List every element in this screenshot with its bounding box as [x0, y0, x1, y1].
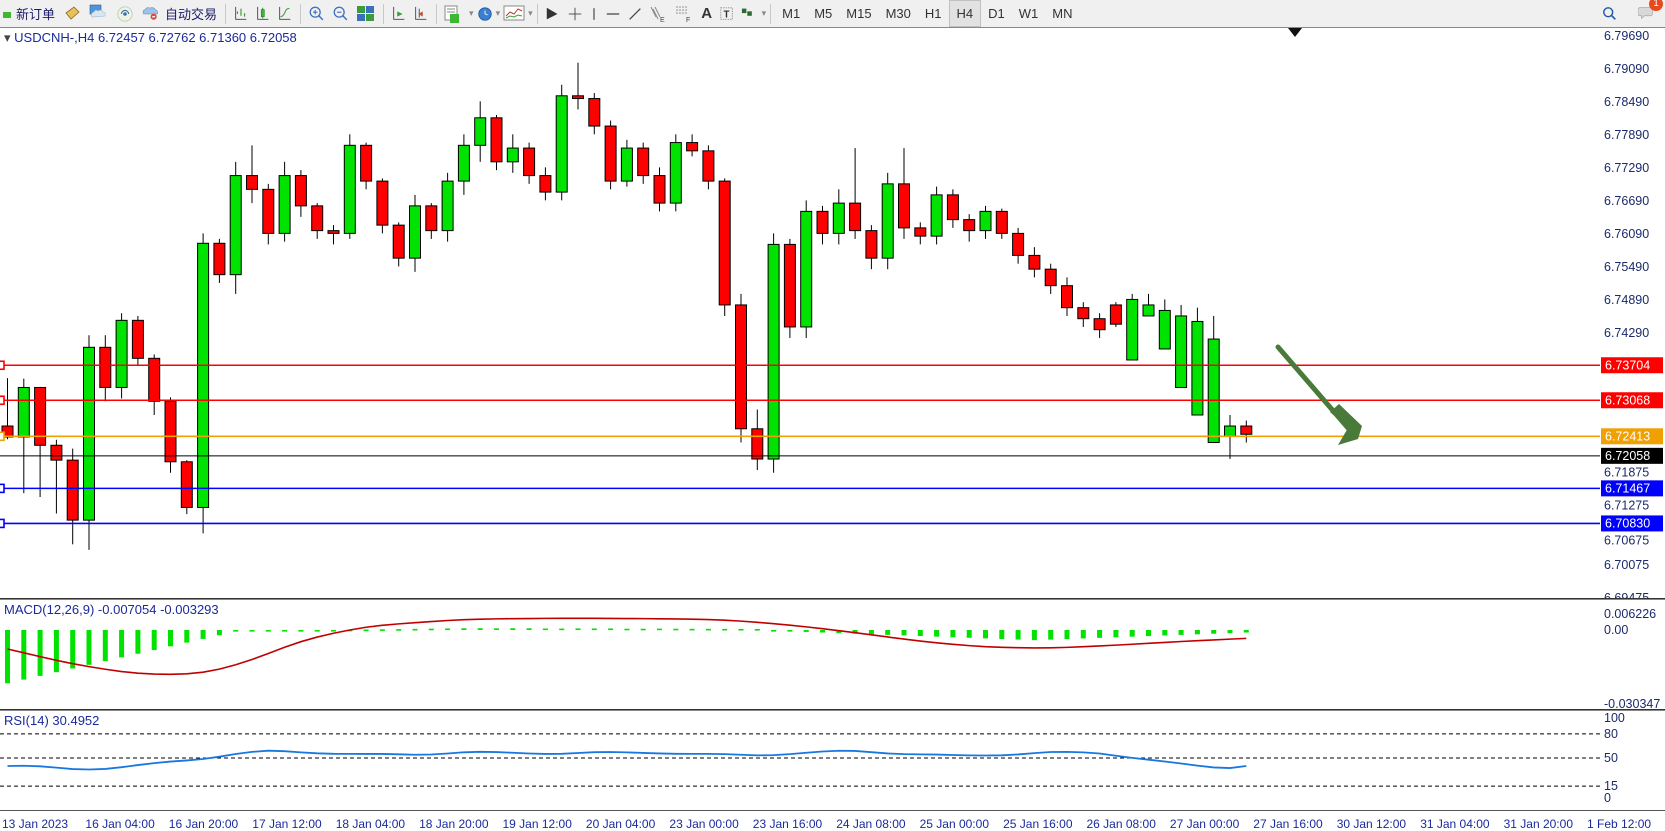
svg-text:50: 50 [1604, 751, 1618, 765]
svg-text:6.71467: 6.71467 [1605, 481, 1650, 495]
svg-text:6.77290: 6.77290 [1604, 161, 1649, 175]
svg-text:100: 100 [1604, 711, 1625, 725]
svg-text:6.70675: 6.70675 [1604, 534, 1649, 548]
svg-text:6.72058: 6.72058 [1605, 449, 1650, 463]
svg-text:F: F [686, 17, 690, 23]
svg-text:6.79690: 6.79690 [1604, 29, 1649, 43]
svg-text:6.76690: 6.76690 [1604, 194, 1649, 208]
svg-text:6.70075: 6.70075 [1604, 558, 1649, 572]
svg-text:6.73068: 6.73068 [1605, 393, 1650, 407]
svg-text:-0.030347: -0.030347 [1604, 697, 1660, 710]
svg-text:6.73704: 6.73704 [1605, 358, 1650, 372]
svg-text:6.69475: 6.69475 [1604, 591, 1649, 599]
svg-text:0.00: 0.00 [1604, 623, 1628, 637]
svg-text:80: 80 [1604, 727, 1618, 741]
svg-text:6.78490: 6.78490 [1604, 95, 1649, 109]
svg-text:6.71275: 6.71275 [1604, 499, 1649, 513]
svg-text:6.79090: 6.79090 [1604, 62, 1649, 76]
svg-text:6.77890: 6.77890 [1604, 128, 1649, 142]
svg-text:T: T [723, 9, 729, 20]
svg-text:6.74290: 6.74290 [1604, 326, 1649, 340]
svg-text:6.72413: 6.72413 [1605, 429, 1650, 443]
svg-text:6.76090: 6.76090 [1604, 227, 1649, 241]
svg-text:6.75490: 6.75490 [1604, 260, 1649, 274]
svg-text:6.74890: 6.74890 [1604, 293, 1649, 307]
svg-text:0: 0 [1604, 791, 1611, 805]
svg-text:0.006226: 0.006226 [1604, 607, 1656, 621]
svg-text:E: E [660, 17, 665, 23]
svg-text:6.71875: 6.71875 [1604, 466, 1649, 480]
svg-text:6.70830: 6.70830 [1605, 516, 1650, 530]
